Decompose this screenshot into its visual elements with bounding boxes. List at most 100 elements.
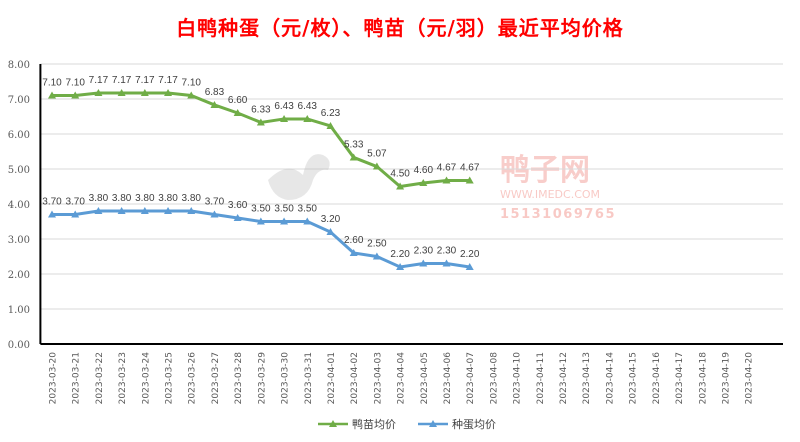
- y-tick-label: 8.00: [8, 60, 30, 71]
- x-tick-label: 2023-03-26: [188, 352, 198, 405]
- data-label: 7.17: [158, 75, 178, 86]
- data-label: 2.60: [344, 235, 364, 246]
- data-label: 7.17: [135, 75, 155, 86]
- watermark-phone: 15131069765: [500, 207, 616, 222]
- legend-marker-blue: [418, 420, 448, 427]
- data-point: [372, 252, 381, 260]
- data-label: 3.80: [182, 193, 202, 204]
- watermark-logo-text: 鸭子网: [500, 153, 590, 188]
- data-point: [396, 182, 405, 190]
- chart-title: 白鸭种蛋（元/枚）、鸭苗（元/羽）最近平均价格: [176, 16, 624, 40]
- data-point: [233, 109, 242, 116]
- x-tick-label: 2023-03-25: [165, 352, 175, 404]
- data-point: [187, 91, 196, 99]
- legend-label: 鸭苗均价: [352, 418, 396, 431]
- data-label: 3.80: [89, 193, 109, 204]
- data-label: 3.20: [321, 214, 341, 225]
- x-tick-label: 2023-04-20: [745, 352, 755, 405]
- data-point: [349, 249, 358, 256]
- data-point: [117, 207, 126, 214]
- data-point: [164, 89, 173, 97]
- data-point: [256, 118, 265, 126]
- x-tick-label: 2023-03-29: [257, 352, 267, 405]
- data-label: 6.23: [321, 108, 341, 119]
- legend-marker-green: [318, 420, 348, 427]
- data-label: 7.10: [65, 78, 85, 89]
- data-point: [164, 207, 173, 214]
- data-label: 2.50: [367, 239, 387, 250]
- data-point: [140, 89, 149, 97]
- data-label: 3.60: [228, 200, 248, 211]
- data-point: [442, 176, 451, 184]
- x-tick-label: 2023-04-18: [698, 352, 708, 405]
- x-tick-label: 2023-03-31: [304, 352, 314, 404]
- x-tick-label: 2023-04-17: [675, 352, 685, 404]
- data-point: [210, 100, 219, 108]
- data-point: [396, 263, 405, 270]
- data-label: 7.10: [42, 78, 62, 89]
- data-label: 5.33: [344, 139, 364, 150]
- x-tick-label: 2023-04-15: [629, 352, 639, 404]
- watermark-url: WWW.IMEDC.COM: [500, 188, 600, 201]
- data-point: [349, 153, 358, 161]
- data-point: [303, 114, 312, 122]
- data-label: 3.50: [274, 204, 294, 215]
- x-tick-label: 2023-03-24: [141, 352, 151, 405]
- data-label: 2.30: [437, 246, 457, 257]
- x-tick-label: 2023-03-27: [211, 352, 221, 404]
- legend-item-duckling[interactable]: 鸭苗均价: [318, 416, 396, 432]
- x-tick-label: 2023-04-02: [350, 352, 360, 404]
- x-tick-label: 2023-04-16: [652, 352, 662, 405]
- data-label: 4.67: [460, 163, 480, 174]
- data-label: 3.70: [65, 197, 85, 208]
- x-tick-label: 2023-04-19: [721, 352, 731, 405]
- x-tick-label: 2023-04-08: [489, 352, 499, 405]
- data-label: 6.43: [274, 101, 294, 112]
- x-tick-label: 2023-03-30: [281, 352, 291, 405]
- data-label: 6.60: [228, 95, 248, 106]
- data-point: [280, 217, 289, 225]
- x-tick-label: 2023-04-01: [327, 352, 337, 404]
- x-tick-label: 2023-04-04: [397, 352, 407, 405]
- data-point: [256, 217, 265, 225]
- data-label: 7.17: [89, 75, 109, 86]
- data-label: 6.43: [298, 101, 318, 112]
- data-label: 6.33: [251, 104, 271, 115]
- data-label: 3.50: [251, 204, 271, 215]
- y-tick-label: 7.00: [8, 95, 30, 106]
- x-tick-label: 2023-04-11: [536, 352, 546, 404]
- y-tick-label: 2.00: [8, 270, 30, 281]
- legend-item-egg[interactable]: 种蛋均价: [418, 416, 496, 432]
- data-label: 3.50: [298, 204, 318, 215]
- data-point: [419, 179, 428, 186]
- legend: 鸭苗均价 种蛋均价: [318, 416, 496, 432]
- x-tick-label: 2023-03-23: [118, 352, 128, 404]
- data-label: 4.67: [437, 163, 457, 174]
- x-tick-label: 2023-04-14: [605, 352, 615, 405]
- y-tick-label: 0.00: [8, 340, 30, 351]
- data-point: [280, 114, 289, 122]
- x-tick-label: 2023-04-06: [443, 352, 453, 405]
- data-point: [326, 228, 335, 235]
- data-point: [210, 210, 219, 218]
- legend-label: 种蛋均价: [452, 418, 496, 431]
- data-label: 3.80: [112, 193, 132, 204]
- data-label: 5.07: [367, 149, 387, 160]
- data-point: [140, 207, 149, 214]
- data-label: 7.10: [182, 78, 202, 89]
- x-tick-label: 2023-04-10: [513, 352, 523, 405]
- data-label: 2.20: [460, 249, 480, 260]
- data-point: [71, 210, 80, 218]
- y-tick-label: 5.00: [8, 165, 30, 176]
- data-label: 3.70: [205, 197, 225, 208]
- y-tick-label: 4.00: [8, 200, 30, 211]
- data-point: [48, 91, 57, 99]
- data-point: [187, 207, 196, 214]
- data-label: 6.83: [205, 87, 225, 98]
- data-point: [372, 162, 381, 170]
- x-tick-label: 2023-04-13: [582, 352, 592, 404]
- y-tick-label: 1.00: [8, 305, 30, 316]
- x-tick-label: 2023-04-07: [466, 352, 476, 404]
- data-label: 4.50: [390, 169, 410, 180]
- x-tick-label: 2023-03-28: [234, 352, 244, 405]
